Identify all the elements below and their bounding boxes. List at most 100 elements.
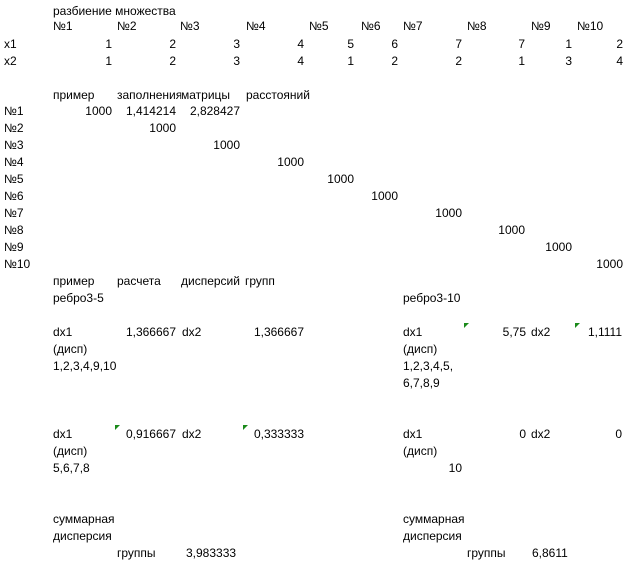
right-g1-dx2-label: dx2 [531,325,551,339]
right-total-line1: суммарная [403,512,465,526]
variance-title-word-3: дисперсий [181,274,240,288]
partition-header-5: №5 [309,19,329,33]
variance-title-word-4: групп [245,274,275,288]
partition-header-6: №6 [361,19,381,33]
left-g2-dx1-label: dx1 [53,427,73,441]
matrix-row-label-7: №7 [4,206,24,220]
right-g1-dx2-value: 1,1111 [587,325,622,339]
left-g1-disp-label: (дисп) [53,342,88,356]
matrix-row-label-8: №8 [4,223,24,237]
partition-x1-6: 6 [391,37,398,51]
partition-x2-5: 1 [347,54,354,68]
left-g1-dx2-value: 1,366667 [253,325,304,339]
matrix-cell-5-5: 1000 [327,172,354,186]
right-g1-members-line1: 1,2,3,4,5, [403,359,454,373]
comment-marker-icon [115,425,120,430]
left-g1-dx1-label: dx1 [53,325,73,339]
matrix-cell-2-2: 1000 [149,121,176,135]
matrix-cell-7-7: 1000 [435,206,462,220]
partition-x1-10: 2 [616,37,623,51]
partition-x1-4: 4 [297,37,304,51]
left-g2-dx1-value: 0,916667 [125,427,176,441]
matrix-row-label-3: №3 [4,138,24,152]
comment-marker-icon [464,323,469,328]
matrix-row-label-1: №1 [4,104,24,118]
matrix-row-label-2: №2 [4,121,24,135]
right-g2-dx1-label: dx1 [403,427,423,441]
matrix-cell-1-3: 2,828427 [189,104,240,118]
left-total-line1: суммарная [53,512,115,526]
matrix-cell-1-2: 1,414214 [125,104,176,118]
left-g2-dx2-label: dx2 [182,427,202,441]
variance-title-word-1: пример [53,274,95,288]
variance-title-word-2: расчета [117,274,161,288]
partition-x1-3: 3 [233,37,240,51]
left-total-value: 3,983333 [186,546,237,560]
right-g1-dx1-label: dx1 [403,325,423,339]
partition-x2-3: 3 [233,54,240,68]
partition-header-8: №8 [467,19,487,33]
left-g2-dx2-value: 0,333333 [253,427,304,441]
matrix-title-word-1: пример [53,88,95,102]
partition-x1-8: 7 [518,37,525,51]
partition-row-label-x2: x2 [4,54,17,68]
matrix-title-word-4: расстояний [246,88,310,102]
matrix-row-label-10: №10 [4,257,31,271]
partition-header-1: №1 [53,19,73,33]
partition-x2-7: 2 [455,54,462,68]
right-g2-dx2-value: 0 [615,427,622,441]
matrix-cell-1-1: 1000 [85,104,112,118]
left-total-line2: дисперсия [53,529,112,543]
matrix-cell-3-3: 1000 [213,138,240,152]
right-g2-dx1-value: 0 [519,427,526,441]
partition-x2-6: 2 [391,54,398,68]
left-g1-dx2-label: dx2 [182,325,202,339]
partition-header-2: №2 [117,19,137,33]
left-total-line3: группы [117,546,156,560]
left-g2-members: 5,6,7,8 [53,461,90,475]
right-g1-members-line2: 6,7,8,9 [403,376,440,390]
right-edge-label: ребро3-10 [403,291,461,305]
right-total-line3: группы [467,546,506,560]
right-g2-dx2-label: dx2 [531,427,551,441]
partition-x1-2: 2 [169,37,176,51]
matrix-title-word-3: матрицы [181,88,231,102]
partition-title: разбиение множества [53,4,176,18]
comment-marker-icon [243,425,248,430]
partition-header-3: №3 [180,19,200,33]
partition-x1-1: 1 [105,37,112,51]
matrix-cell-4-4: 1000 [277,155,304,169]
right-g1-disp-label: (дисп) [403,342,438,356]
partition-x2-10: 4 [616,54,623,68]
left-edge-label: ребро3-5 [53,291,104,305]
partition-header-4: №4 [246,19,266,33]
partition-header-10: №10 [577,19,604,33]
partition-header-9: №9 [531,19,551,33]
right-g1-dx1-value: 5,75 [502,325,526,339]
right-g2-disp-label: (дисп) [403,444,438,458]
matrix-cell-9-9: 1000 [545,240,572,254]
partition-x2-9: 3 [565,54,572,68]
matrix-row-label-4: №4 [4,155,24,169]
partition-x2-2: 2 [169,54,176,68]
partition-header-7: №7 [403,19,423,33]
right-total-value: 6,8611 [532,546,568,560]
matrix-cell-10-10: 1000 [596,257,623,271]
partition-x2-8: 1 [518,54,525,68]
matrix-row-label-5: №5 [4,172,24,186]
left-g2-disp-label: (дисп) [53,444,88,458]
partition-x1-5: 5 [347,37,354,51]
left-g1-members: 1,2,3,4,9,10 [53,359,117,373]
right-g2-members: 10 [448,461,462,475]
partition-x2-1: 1 [105,54,112,68]
partition-row-label-x1: x1 [4,37,17,51]
matrix-row-label-9: №9 [4,240,24,254]
left-g1-dx1-value: 1,366667 [125,325,176,339]
matrix-cell-8-8: 1000 [498,223,525,237]
matrix-title-word-2: заполнения [117,88,181,102]
matrix-row-label-6: №6 [4,189,24,203]
right-total-line2: дисперсия [403,529,462,543]
matrix-cell-6-6: 1000 [371,189,398,203]
partition-x1-7: 7 [455,37,462,51]
partition-x2-4: 4 [297,54,304,68]
